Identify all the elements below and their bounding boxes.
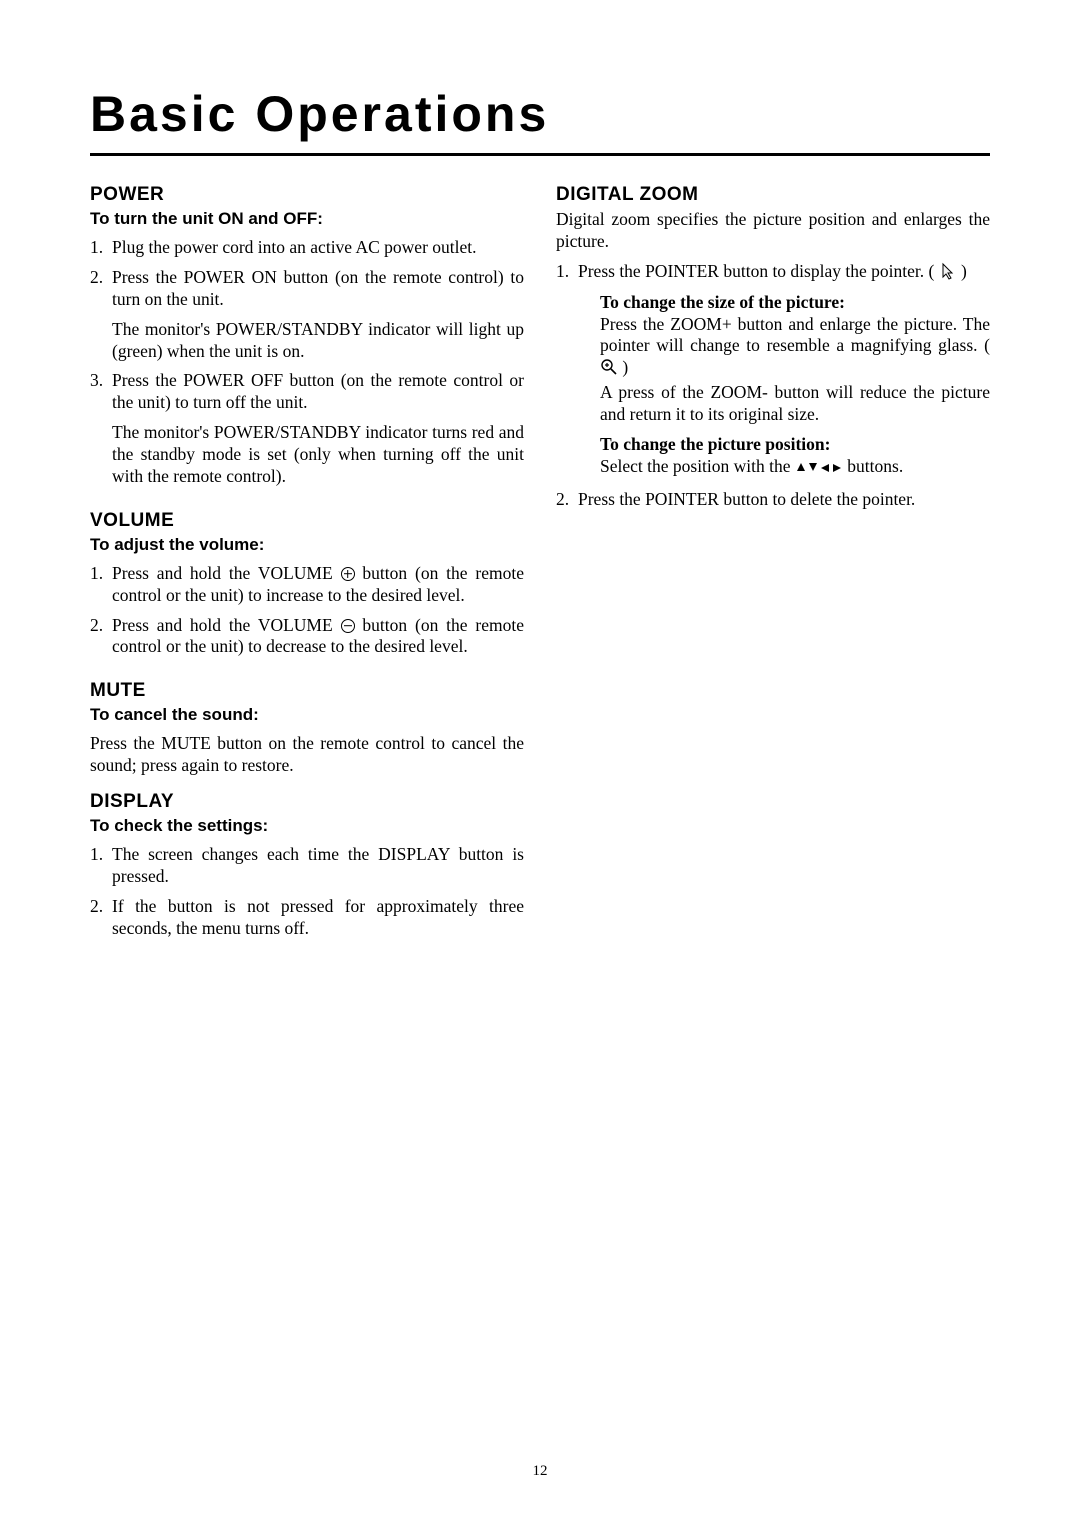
text-run: ) bbox=[961, 261, 967, 281]
zoom-size-body: Press the ZOOM+ button and enlarge the p… bbox=[600, 314, 990, 383]
text-run: Select the position with the bbox=[600, 456, 795, 476]
list-item-para: The monitor's POWER/STANDBY indicator tu… bbox=[112, 422, 524, 488]
left-column: POWER To turn the unit ON and OFF: Plug … bbox=[90, 180, 524, 954]
list-item: If the button is not pressed for approxi… bbox=[90, 896, 524, 940]
list-item: Press and hold the VOLUME button (on the… bbox=[90, 615, 524, 659]
heading-volume: VOLUME bbox=[90, 510, 524, 532]
zoom-list: Press the POINTER button to display the … bbox=[556, 261, 990, 511]
section-volume: VOLUME To adjust the volume: Press and h… bbox=[90, 510, 524, 659]
subheading-mute: To cancel the sound: bbox=[90, 705, 524, 725]
text-run: Press and hold the VOLUME bbox=[112, 563, 341, 583]
zoom-size-body2: A press of the ZOOM- button will reduce … bbox=[600, 382, 990, 426]
list-item-text: Press the POWER ON button (on the remote… bbox=[112, 267, 524, 309]
plus-circle-icon bbox=[341, 567, 355, 581]
list-item: Plug the power cord into an active AC po… bbox=[90, 237, 524, 259]
page-title: Basic Operations bbox=[90, 85, 990, 143]
heading-mute: MUTE bbox=[90, 680, 524, 702]
subheading-power: To turn the unit ON and OFF: bbox=[90, 209, 524, 229]
list-item-para: The monitor's POWER/STANDBY indicator wi… bbox=[112, 319, 524, 363]
text-run: buttons. bbox=[847, 456, 903, 476]
list-item-text: Press the POWER OFF button (on the remot… bbox=[112, 370, 524, 412]
volume-list: Press and hold the VOLUME button (on the… bbox=[90, 563, 524, 659]
zoom-size-head: To change the size of the picture: bbox=[600, 292, 990, 314]
section-mute: MUTE To cancel the sound: Press the MUTE… bbox=[90, 680, 524, 777]
subheading-volume: To adjust the volume: bbox=[90, 535, 524, 555]
magnifier-icon bbox=[600, 358, 618, 382]
subheading-display: To check the settings: bbox=[90, 816, 524, 836]
heading-display: DISPLAY bbox=[90, 791, 524, 813]
two-column-layout: POWER To turn the unit ON and OFF: Plug … bbox=[90, 180, 990, 954]
right-column: DIGITAL ZOOM Digital zoom specifies the … bbox=[556, 180, 990, 954]
list-item: The screen changes each time the DISPLAY… bbox=[90, 844, 524, 888]
heading-power: POWER bbox=[90, 184, 524, 206]
minus-circle-icon bbox=[341, 619, 355, 633]
zoom-size-block: To change the size of the picture: Press… bbox=[578, 292, 990, 426]
list-item: Press and hold the VOLUME button (on the… bbox=[90, 563, 524, 607]
text-run: Press and hold the VOLUME bbox=[112, 615, 341, 635]
text-run: Press the POINTER button to display the … bbox=[578, 261, 934, 281]
display-list: The screen changes each time the DISPLAY… bbox=[90, 844, 524, 940]
page-container: Basic Operations POWER To turn the unit … bbox=[0, 0, 1080, 994]
list-item: Press the POWER ON button (on the remote… bbox=[90, 267, 524, 363]
zoom-pos-head: To change the picture position: bbox=[600, 434, 990, 456]
text-run: ) bbox=[622, 357, 628, 377]
power-list: Plug the power cord into an active AC po… bbox=[90, 237, 524, 488]
dpad-arrows-icon bbox=[795, 459, 843, 481]
section-power: POWER To turn the unit ON and OFF: Plug … bbox=[90, 184, 524, 488]
section-digital-zoom: DIGITAL ZOOM Digital zoom specifies the … bbox=[556, 184, 990, 511]
zoom-pos-body: Select the position with the bbox=[600, 456, 990, 481]
zoom-intro: Digital zoom specifies the picture posit… bbox=[556, 209, 990, 253]
page-number: 12 bbox=[0, 1463, 1080, 1480]
pointer-icon bbox=[939, 262, 957, 286]
section-display: DISPLAY To check the settings: The scree… bbox=[90, 791, 524, 940]
list-item: Press the POINTER button to delete the p… bbox=[556, 489, 990, 511]
title-rule bbox=[90, 153, 990, 156]
zoom-pos-block: To change the picture position: Select t… bbox=[578, 434, 990, 481]
mute-body: Press the MUTE button on the remote cont… bbox=[90, 733, 524, 777]
list-item: Press the POINTER button to display the … bbox=[556, 261, 990, 481]
list-item: Press the POWER OFF button (on the remot… bbox=[90, 370, 524, 487]
heading-digital-zoom: DIGITAL ZOOM bbox=[556, 184, 990, 206]
text-run: Press the ZOOM+ button and enlarge the p… bbox=[600, 314, 990, 356]
